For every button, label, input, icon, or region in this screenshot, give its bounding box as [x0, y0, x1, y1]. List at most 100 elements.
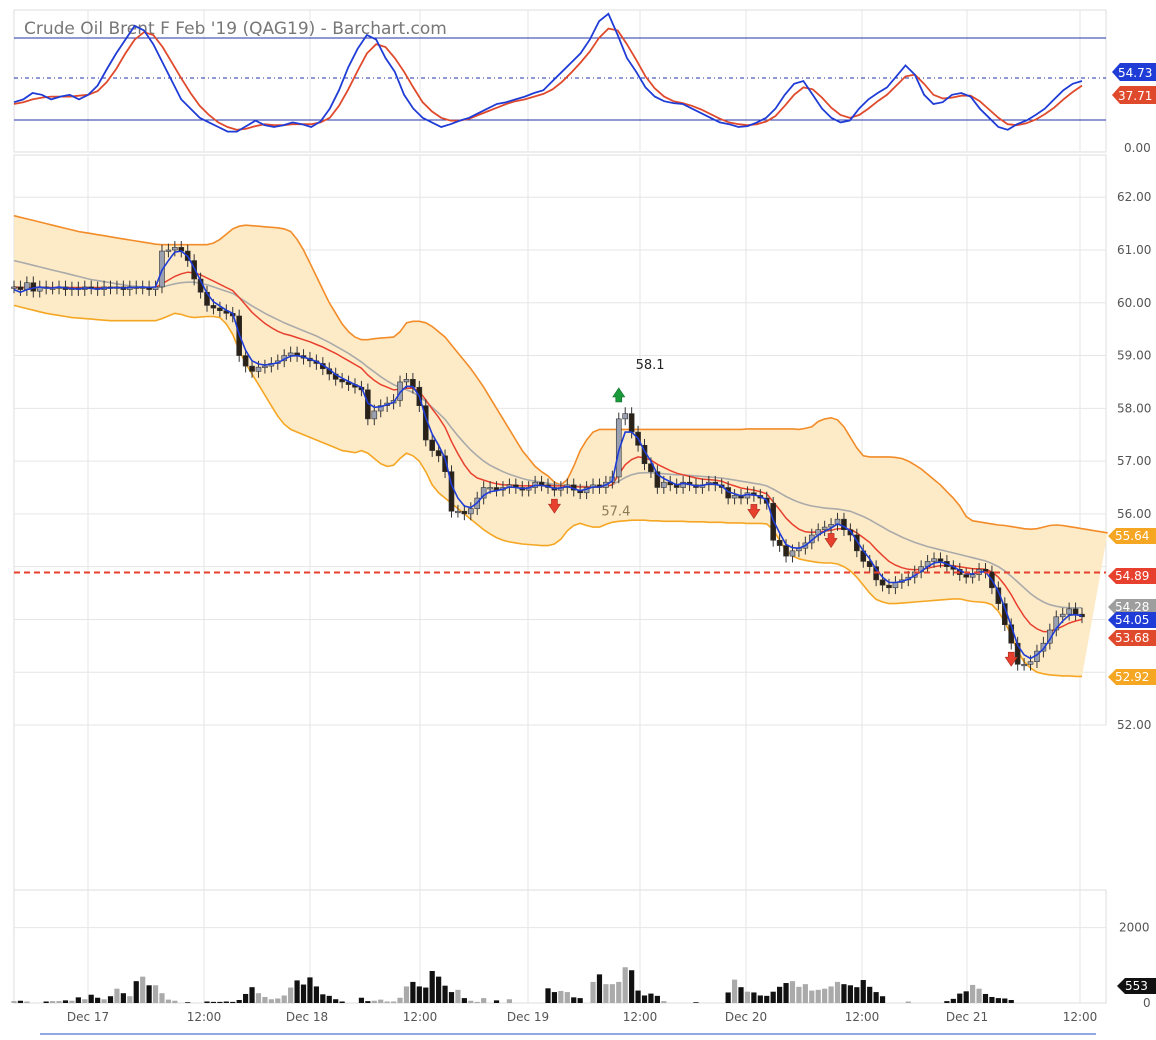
volume-bar	[461, 998, 467, 1003]
volume-bar	[1008, 999, 1014, 1003]
volume-bar	[551, 992, 558, 1003]
volume-bar	[365, 1001, 371, 1003]
x-tick-label: Dec 17	[67, 1010, 109, 1024]
candle	[841, 518, 847, 531]
volume-bar	[860, 980, 866, 1003]
volume-bar	[481, 998, 487, 1003]
candle	[461, 510, 468, 515]
volume-bar	[809, 990, 815, 1003]
volume-bar	[69, 1000, 75, 1003]
volume-bar	[403, 986, 410, 1003]
volume-bar	[950, 998, 956, 1003]
volume-bar	[822, 988, 828, 1003]
volume-bar	[410, 981, 416, 1003]
candle	[1040, 642, 1047, 652]
candle	[165, 249, 172, 252]
volume-bar	[879, 996, 886, 1003]
volume-bar	[236, 999, 242, 1003]
candle	[287, 352, 294, 356]
volume-bar	[95, 997, 101, 1003]
price-badge: 52.92	[1108, 669, 1156, 685]
x-tick-label: Dec 20	[725, 1010, 767, 1024]
volume-bar	[185, 1002, 191, 1003]
badge-label: 54.05	[1115, 613, 1149, 627]
price-tick-label: 61.00	[1117, 243, 1151, 257]
x-tick-label: Dec 21	[946, 1010, 988, 1024]
candle	[615, 418, 622, 478]
price-panel	[13, 154, 1107, 726]
volume-bar	[783, 983, 789, 1003]
volume-bar	[114, 988, 120, 1003]
volume-bar	[635, 990, 641, 1003]
badge-label: 553	[1125, 979, 1148, 993]
volume-bar	[603, 984, 609, 1003]
price-tick-label: 52.00	[1117, 718, 1151, 732]
candle	[191, 260, 197, 280]
candle	[789, 550, 796, 557]
stoch-d-line	[13, 27, 1083, 131]
volume-bar	[828, 986, 834, 1003]
volume-bar	[243, 993, 249, 1003]
badge-label: 54.28	[1115, 600, 1149, 614]
volume-bar	[989, 996, 995, 1003]
volume-bar	[854, 987, 860, 1003]
candle	[467, 508, 474, 515]
candle	[397, 381, 403, 401]
bollinger-lower	[13, 304, 1082, 678]
volume-bar	[223, 1001, 229, 1003]
candle	[783, 545, 789, 557]
candle	[455, 510, 461, 514]
volume-bar	[982, 993, 989, 1003]
volume-bar	[596, 974, 603, 1003]
badge-shape	[1108, 630, 1156, 646]
volume-bar	[62, 1000, 69, 1003]
volume-bar	[442, 985, 448, 1003]
volume-bar	[320, 994, 326, 1003]
volume-bar	[571, 997, 577, 1003]
candle	[969, 574, 976, 578]
volume-bar	[397, 997, 403, 1003]
volume-bar	[847, 985, 853, 1003]
volume-tick-label: 0	[1143, 996, 1151, 1010]
badge-label: 54.89	[1115, 569, 1149, 583]
volume-bar	[738, 987, 744, 1003]
x-tick-label: 12:00	[1063, 1010, 1098, 1024]
volume-bar	[905, 1001, 911, 1003]
volume-bar	[133, 981, 139, 1003]
sell-signal-arrow	[747, 504, 761, 519]
x-tick-label: 12:00	[623, 1010, 658, 1024]
candle	[963, 574, 969, 578]
volume-bar	[326, 995, 332, 1003]
price-tick-label: 58.00	[1117, 401, 1151, 415]
price-annotation: 58.1	[636, 358, 665, 373]
volume-bar	[744, 991, 751, 1003]
volume-bar	[146, 985, 152, 1003]
volume-bar	[140, 976, 146, 1003]
price-badge: 54.05	[1108, 612, 1156, 628]
badge-shape	[1112, 63, 1156, 81]
volume-bar	[172, 1000, 178, 1003]
volume-bar	[725, 992, 731, 1003]
volume-bar	[358, 997, 365, 1003]
volume-bar	[75, 997, 81, 1003]
candle	[480, 487, 487, 499]
volume-bar	[564, 992, 570, 1003]
candle	[429, 439, 435, 451]
stochastic-panel	[13, 9, 1107, 153]
candle	[680, 481, 686, 488]
badge-shape	[1108, 669, 1156, 685]
price-tick-label: 62.00	[1117, 190, 1151, 204]
x-tick-label: 12:00	[845, 1010, 880, 1024]
badge-label: 37.71	[1118, 89, 1152, 103]
sell-signal-arrow	[1004, 651, 1018, 667]
candle	[17, 286, 24, 290]
volume-bar	[339, 1001, 345, 1003]
candle	[435, 450, 442, 457]
volume-bar	[281, 995, 287, 1003]
volume-bar	[577, 998, 583, 1003]
price-badge: 54.89	[1108, 568, 1156, 584]
volume-bar	[50, 1001, 56, 1003]
volume-bar	[976, 988, 982, 1003]
volume-bar	[629, 970, 635, 1003]
volume-bar	[262, 996, 268, 1003]
